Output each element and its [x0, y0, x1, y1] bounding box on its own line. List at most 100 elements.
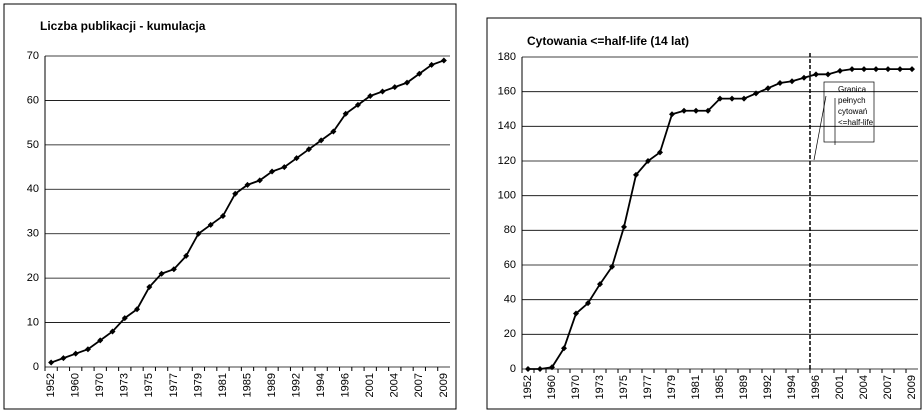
x-tick-label: 2004 — [858, 375, 870, 399]
marker — [573, 310, 579, 317]
y-tick-label: 20 — [27, 272, 39, 284]
y-tick-label: 10 — [27, 316, 39, 328]
x-tick-label: 2007 — [882, 375, 894, 399]
marker — [244, 181, 251, 188]
marker — [293, 155, 300, 162]
marker — [318, 137, 325, 144]
y-tick-label: 30 — [27, 228, 39, 240]
x-tick-label: 1994 — [786, 375, 798, 399]
y-tick-label: 140 — [498, 120, 516, 132]
marker — [305, 146, 312, 153]
x-tick-label: 1981 — [690, 375, 702, 399]
marker — [717, 95, 723, 102]
marker — [256, 177, 263, 184]
marker — [765, 85, 771, 92]
x-tick-label: 1979 — [192, 373, 204, 397]
x-tick-label: 1985 — [714, 375, 726, 399]
marker — [849, 66, 855, 73]
y-tick-label: 160 — [498, 86, 516, 98]
marker — [657, 149, 663, 156]
marker — [609, 263, 615, 270]
y-tick-label: 180 — [498, 51, 516, 63]
annotation-text: <=half-life — [838, 118, 874, 127]
marker — [84, 346, 91, 353]
marker — [207, 221, 214, 228]
marker — [801, 74, 807, 81]
marker — [885, 66, 891, 73]
annotation-line — [813, 95, 827, 161]
marker — [669, 111, 675, 118]
marker — [537, 366, 543, 372]
chart-frame — [486, 17, 922, 410]
x-tick-label: 2009 — [438, 373, 450, 397]
x-tick-label: 1992 — [762, 375, 774, 399]
x-tick-label: 1973 — [594, 375, 606, 399]
x-tick-label: 1970 — [570, 375, 582, 399]
marker — [134, 306, 141, 313]
y-tick-label: 60 — [27, 94, 39, 106]
x-tick-label: 1977 — [642, 375, 654, 399]
marker — [681, 107, 687, 114]
marker — [693, 107, 699, 114]
marker — [60, 355, 67, 362]
x-tick-label: 1977 — [168, 373, 180, 397]
marker — [837, 67, 843, 74]
marker — [549, 364, 555, 371]
marker — [330, 128, 337, 135]
marker — [281, 164, 288, 171]
x-tick-label: 1992 — [290, 373, 302, 397]
marker — [232, 190, 239, 197]
chart-title: Liczba publikacji - kumulacja — [40, 19, 206, 33]
marker — [621, 223, 627, 230]
marker — [342, 110, 349, 117]
x-tick-label: 2004 — [389, 373, 401, 397]
y-tick-label: 60 — [504, 259, 516, 271]
x-tick-label: 2001 — [834, 375, 846, 399]
marker — [705, 107, 711, 114]
marker — [158, 270, 165, 277]
y-tick-label: 40 — [504, 294, 516, 306]
marker — [897, 66, 903, 73]
x-tick-label: 1996 — [810, 375, 822, 399]
marker — [428, 61, 435, 68]
x-tick-label: 1975 — [143, 373, 155, 397]
marker — [121, 315, 128, 322]
marker — [269, 168, 276, 175]
marker — [195, 230, 202, 237]
chart-title: Cytowania <=half-life (14 lat) — [527, 34, 689, 48]
marker — [525, 366, 531, 372]
x-tick-label: 1985 — [241, 373, 253, 397]
marker — [367, 92, 374, 99]
x-tick-label: 1996 — [340, 373, 352, 397]
chart-frame — [3, 3, 457, 410]
marker — [645, 158, 651, 164]
y-tick-label: 50 — [27, 139, 39, 151]
y-tick-label: 100 — [498, 190, 516, 202]
x-tick-label: 2001 — [364, 373, 376, 397]
marker — [909, 66, 915, 73]
marker — [170, 266, 177, 273]
marker — [416, 70, 423, 77]
marker — [72, 350, 79, 357]
x-tick-label: 1975 — [618, 375, 630, 399]
marker — [391, 84, 398, 91]
y-tick-label: 70 — [27, 50, 39, 62]
marker — [729, 95, 735, 102]
marker — [440, 57, 447, 64]
annotation-text: pełnych — [838, 96, 866, 105]
y-tick-label: 40 — [27, 183, 39, 195]
marker — [379, 88, 386, 95]
x-tick-label: 1989 — [266, 373, 278, 397]
marker — [48, 359, 55, 366]
marker — [777, 80, 783, 86]
marker — [825, 71, 831, 78]
x-tick-label: 2009 — [906, 375, 918, 399]
marker — [597, 281, 603, 288]
y-tick-label: 20 — [504, 328, 516, 340]
x-tick-label: 2007 — [413, 373, 425, 397]
annotation-text: cytowań — [838, 107, 867, 116]
x-tick-label: 1960 — [70, 373, 82, 397]
y-tick-label: 0 — [510, 363, 516, 375]
marker — [219, 212, 226, 219]
